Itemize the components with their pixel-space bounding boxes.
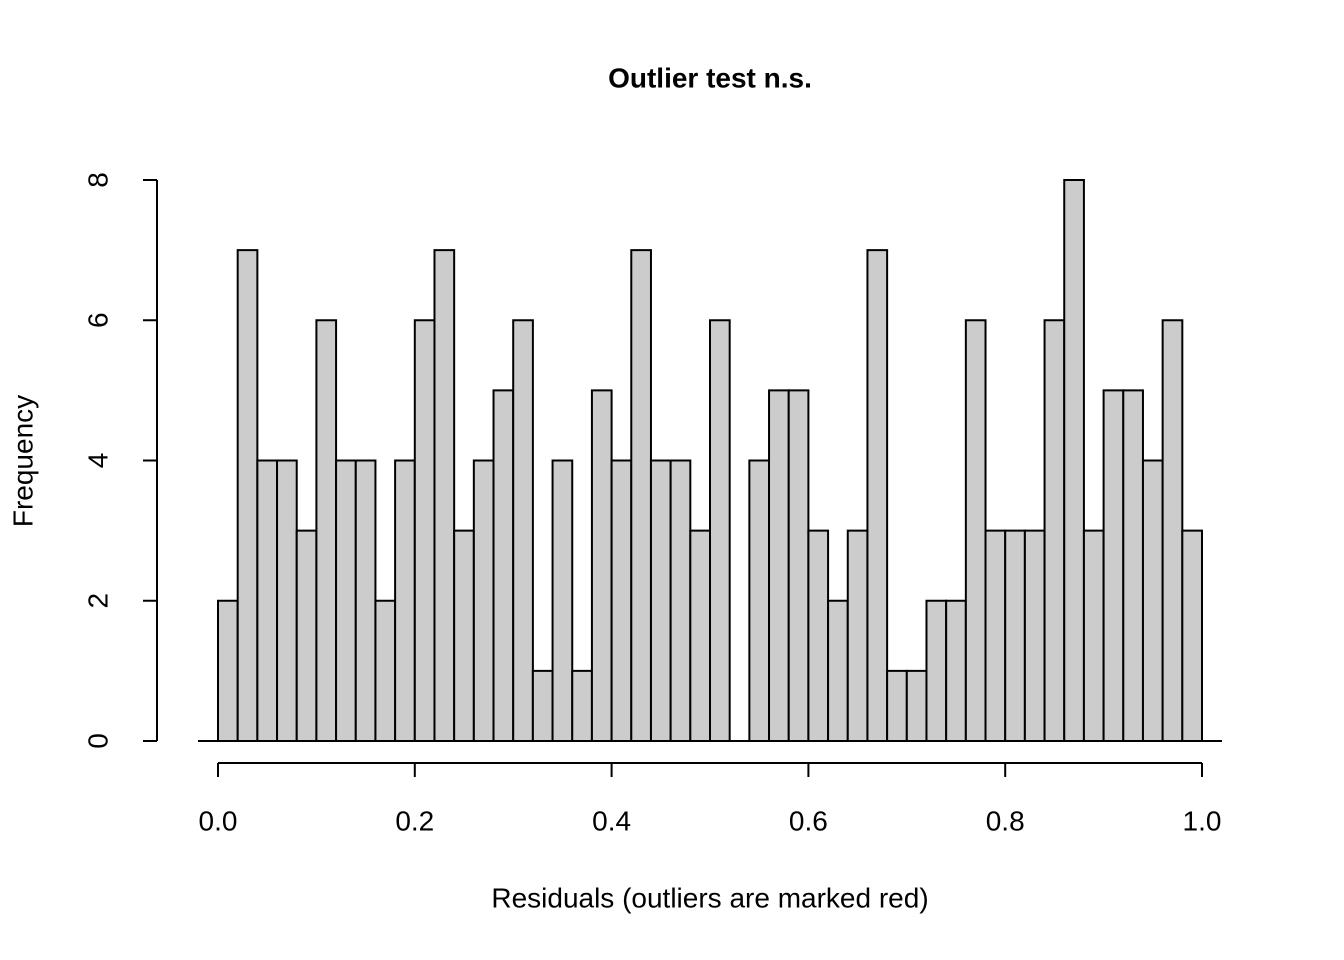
x-tick-label: 1.0: [1183, 805, 1222, 836]
bar: [531, 669, 554, 742]
bar: [256, 459, 279, 742]
bar: [1023, 529, 1046, 742]
y-tick-label: 0: [82, 733, 113, 749]
bar: [748, 459, 771, 742]
bar: [453, 529, 475, 742]
bar: [846, 529, 869, 742]
bar: [1181, 529, 1203, 742]
x-tick-label: 0.2: [395, 805, 434, 836]
bar: [472, 459, 495, 742]
bar: [807, 529, 830, 742]
y-tick-label: 6: [82, 312, 113, 328]
bar: [866, 249, 889, 742]
bar: [590, 389, 613, 742]
bar: [1161, 319, 1184, 742]
x-tick-label: 0.4: [592, 805, 631, 836]
bar: [709, 319, 731, 742]
x-tick-label: 0.8: [986, 805, 1025, 836]
bar: [610, 459, 633, 742]
bar: [1063, 179, 1085, 742]
x-tick-label: 0.6: [789, 805, 828, 836]
bar: [394, 459, 416, 742]
bar: [1004, 529, 1026, 742]
bar: [649, 459, 672, 742]
y-tick-label: 4: [82, 453, 113, 469]
bar: [886, 669, 908, 742]
bar: [295, 529, 318, 742]
bar: [551, 459, 574, 742]
bar: [1122, 389, 1144, 742]
y-axis-label: Frequency: [7, 395, 38, 527]
bar: [236, 249, 259, 742]
bar: [827, 599, 849, 742]
bar: [433, 249, 456, 742]
y-tick-label: 8: [82, 172, 113, 188]
bar: [1141, 459, 1164, 742]
bar: [768, 389, 790, 742]
bar: [217, 599, 239, 742]
bar: [315, 319, 338, 742]
bar: [1082, 529, 1105, 742]
bar: [1102, 389, 1125, 742]
chart-title: Outlier test n.s.: [608, 62, 812, 93]
bar: [630, 249, 652, 742]
bar: [689, 529, 712, 742]
bar: [335, 459, 357, 742]
bar: [276, 459, 298, 742]
bar: [374, 599, 397, 742]
bar: [571, 669, 593, 742]
y-tick-label: 2: [82, 593, 113, 609]
bar: [669, 459, 692, 742]
bar: [945, 599, 967, 742]
bar: [354, 459, 377, 742]
bar: [787, 389, 810, 742]
bar: [413, 319, 436, 742]
bar: [964, 319, 987, 742]
bar: [905, 669, 928, 742]
bar: [492, 389, 515, 742]
x-axis-label: Residuals (outliers are marked red): [491, 882, 928, 913]
bar: [925, 599, 948, 742]
bar: [1043, 319, 1066, 742]
bar: [512, 319, 534, 742]
bar: [984, 529, 1007, 742]
x-tick-label: 0.0: [199, 805, 238, 836]
